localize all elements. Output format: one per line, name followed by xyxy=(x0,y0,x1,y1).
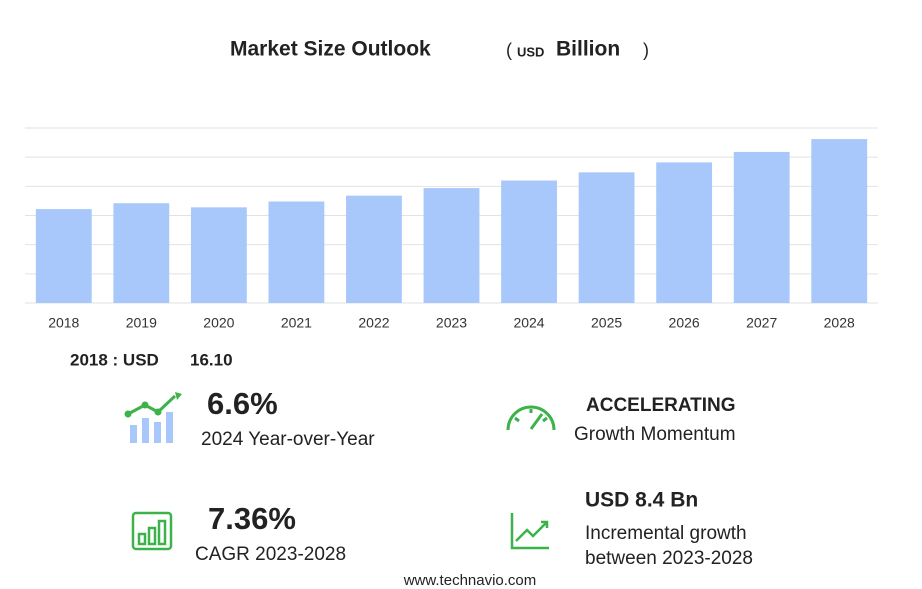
stat-label: Incremental growth xyxy=(585,523,747,544)
footer: www.technavio.com xyxy=(403,572,537,589)
stat-value: ACCELERATING xyxy=(586,395,736,416)
stat-label: between 2023-2028 xyxy=(585,548,753,569)
chart-title: Market Size Outlook xyxy=(230,38,431,61)
unit-name: Billion xyxy=(556,38,620,61)
bar xyxy=(113,203,170,303)
bar xyxy=(811,139,868,303)
x-tick-label: 2027 xyxy=(746,315,777,331)
bar xyxy=(733,151,790,303)
bar xyxy=(578,172,635,303)
base-label: 2018 : USD xyxy=(70,350,159,369)
bar xyxy=(656,162,713,303)
stat-value: 6.6% xyxy=(207,386,278,421)
unit-close: ) xyxy=(643,40,649,60)
bar xyxy=(35,209,92,303)
x-tick-label: 2028 xyxy=(824,315,855,331)
base-value: 16.10 xyxy=(190,350,233,369)
x-tick-label: 2023 xyxy=(436,315,467,331)
bar xyxy=(423,188,480,303)
stat-label: CAGR 2023-2028 xyxy=(195,544,346,565)
cagr-icon xyxy=(131,511,173,551)
bar xyxy=(501,180,557,303)
growth-icon xyxy=(510,513,549,550)
x-tick-label: 2022 xyxy=(358,315,389,331)
x-tick-label: 2025 xyxy=(591,315,622,331)
gauge-icon xyxy=(506,405,556,431)
x-tick-label: 2018 xyxy=(48,315,79,331)
stat-value: 7.36% xyxy=(208,501,296,536)
stat-value: USD 8.4 Bn xyxy=(585,489,698,512)
bar xyxy=(190,207,247,303)
x-tick-label: 2020 xyxy=(203,315,234,331)
x-tick-label: 2026 xyxy=(669,315,700,331)
x-tick-label: 2019 xyxy=(126,315,157,331)
unit-open: ( xyxy=(506,40,512,60)
bar xyxy=(268,201,325,303)
x-tick-label: 2024 xyxy=(513,315,544,331)
bar xyxy=(346,195,402,303)
x-tick-label: 2021 xyxy=(281,315,312,331)
unit-currency: USD xyxy=(517,44,544,59)
yoy-icon xyxy=(124,392,182,443)
stat-label: 2024 Year-over-Year xyxy=(201,429,375,450)
stat-label: Growth Momentum xyxy=(574,424,736,445)
